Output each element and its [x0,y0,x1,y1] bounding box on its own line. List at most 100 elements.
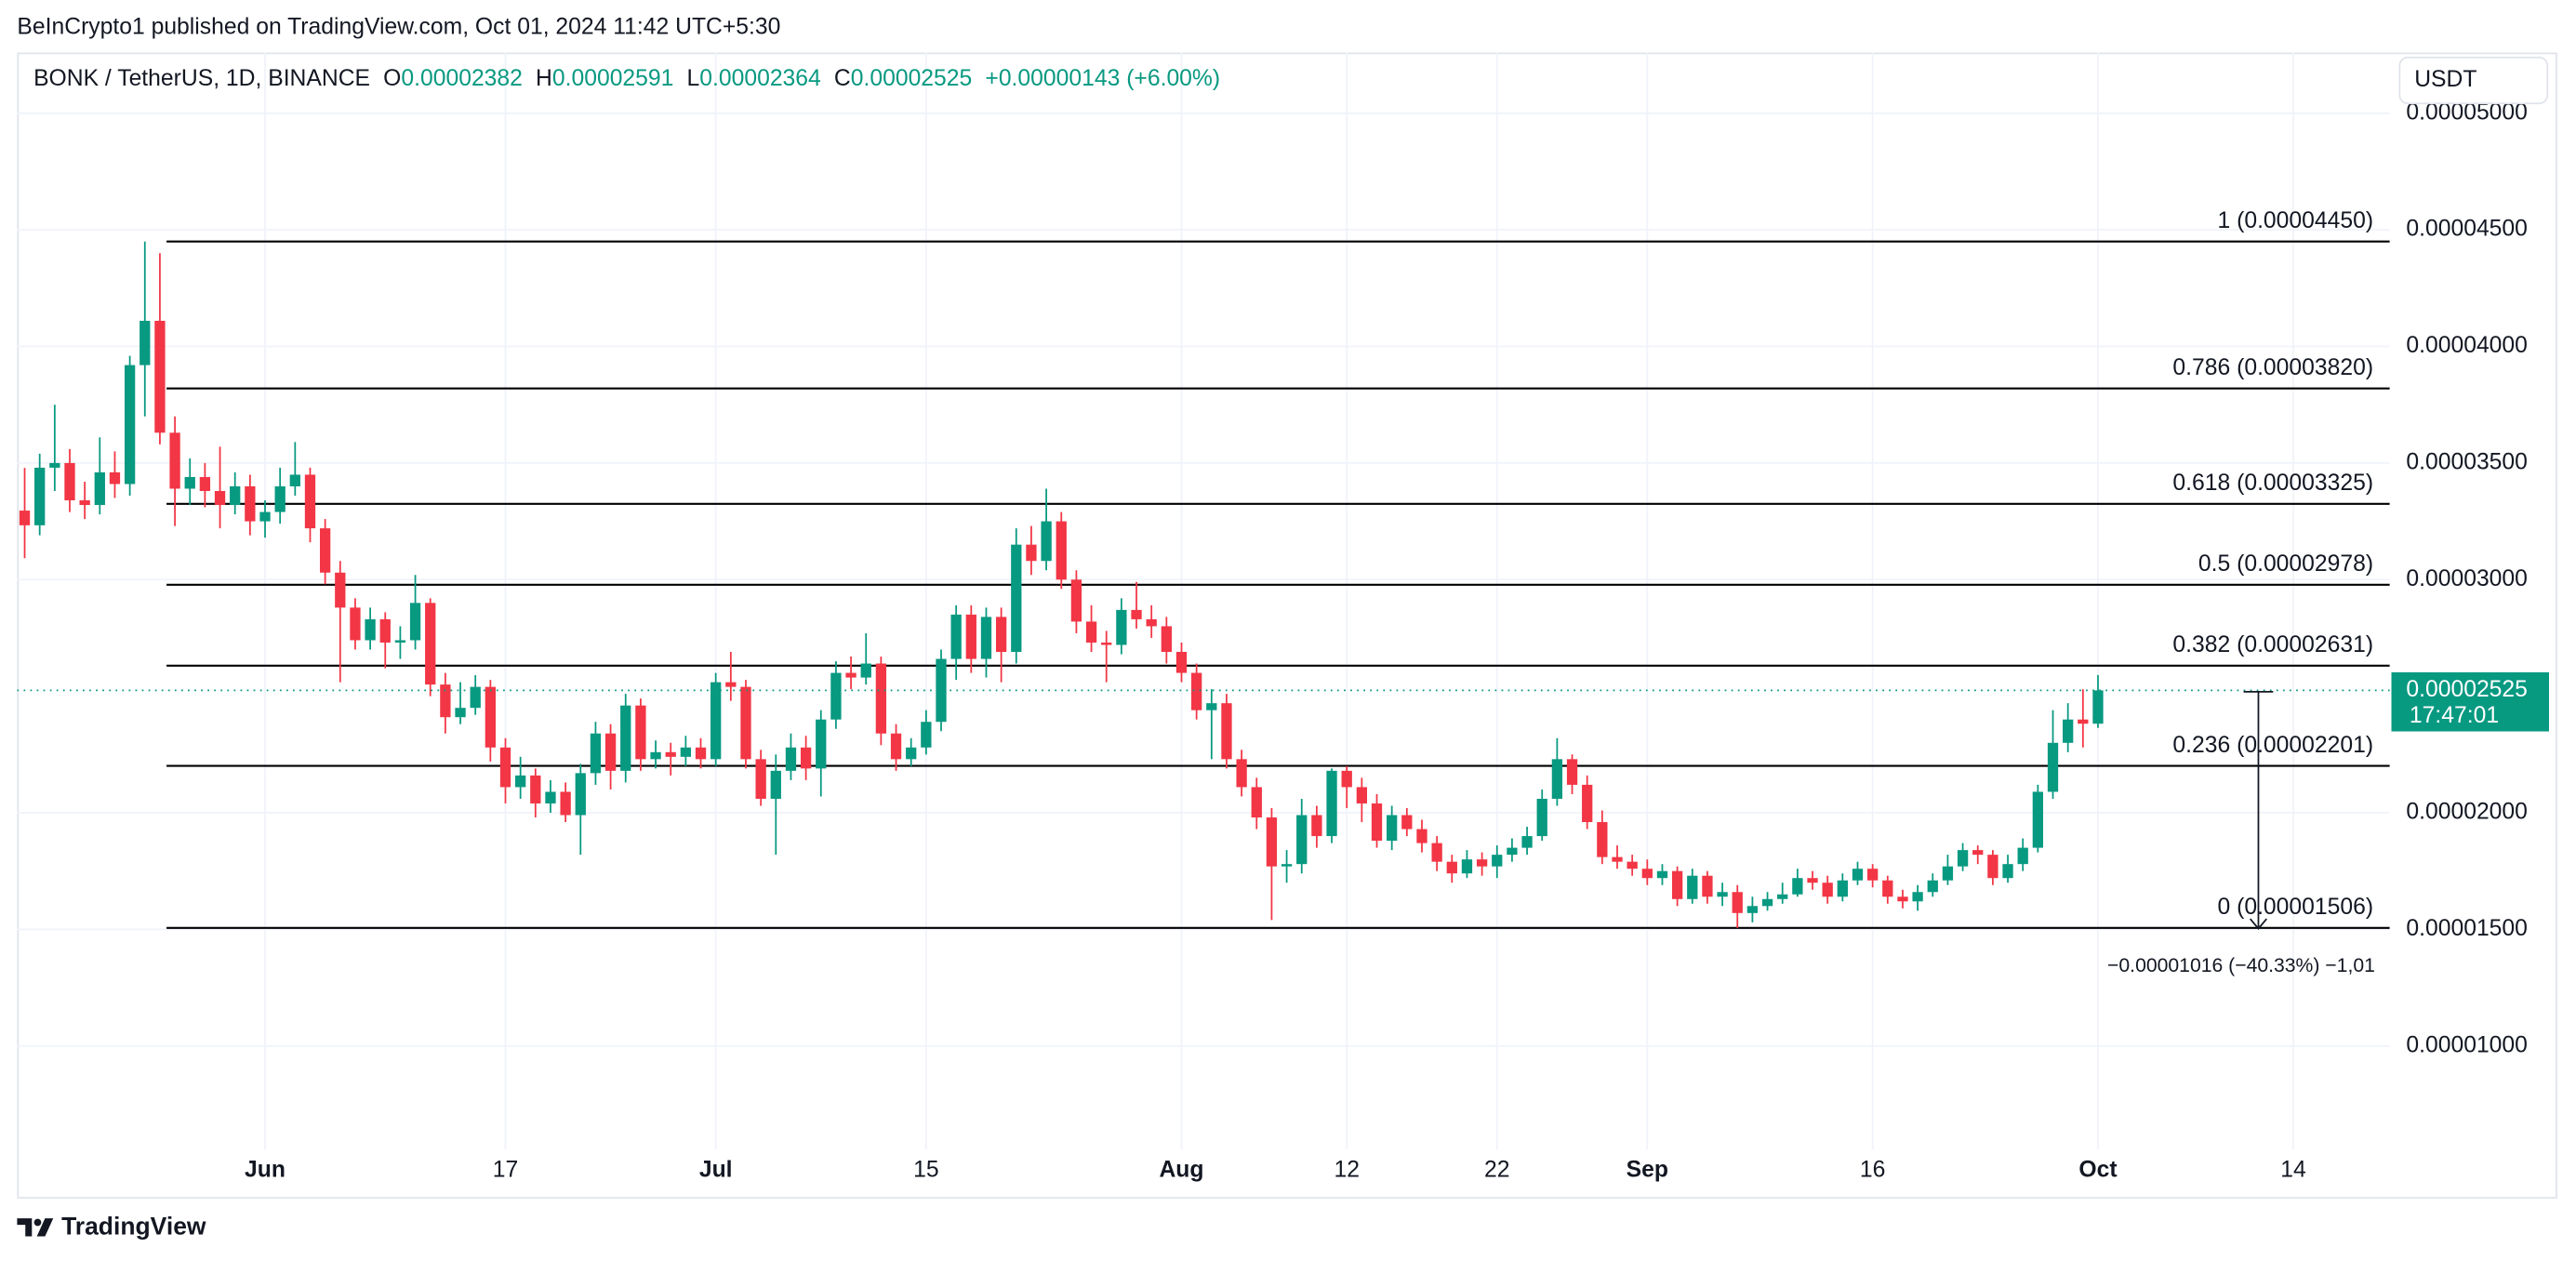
candle-body [650,751,661,760]
candle-body [1927,880,1938,893]
measure-label: −0.00001016 (−40.33%) −1,01 [2107,955,2375,976]
price-axis: 0.00005000 0.00004500 0.00004000 0.00003500… [2406,101,2528,1057]
candle-body [2092,690,2104,724]
candle-body [830,672,842,720]
candle-body [1341,770,1352,788]
candle-body [1551,759,1563,799]
candle-body [304,474,316,529]
candle-body [335,572,346,608]
candle-body [199,476,211,492]
candle-body [515,775,526,788]
candle-body [34,467,46,525]
y-tick-label: 0.00004000 [2406,333,2528,358]
candle-body [1507,847,1518,856]
candle-body [1236,759,1247,788]
candle-body [560,791,571,816]
candle-body [64,462,75,501]
candle-body [1852,869,1864,881]
candle-body [1085,621,1097,643]
candle-body [1311,815,1322,837]
candle-body [1296,815,1308,865]
fib-label: 0.5 (0.00002978) [2198,551,2373,577]
candle-body [1356,787,1368,803]
candle-body [1431,843,1442,862]
tradingview-logo [17,1218,54,1237]
candle-body [936,658,947,723]
candle-body [1536,798,1547,837]
candle-body [1987,855,1998,879]
candle-body [1777,894,1788,899]
fib-label: 0 (0.00001506) [2218,895,2374,920]
candle-body [604,733,617,771]
candle-body [890,733,902,760]
candle-body [79,500,90,506]
countdown-label: 17:47:01 [2410,703,2499,728]
x-tick-label: 14 [2280,1157,2306,1182]
candle-body [665,751,676,757]
candle-body [635,705,646,760]
candle-body [1146,618,1157,627]
candle-body [245,485,256,522]
candle-body [1056,521,1067,580]
legend-change: +0.00000143 (+6.00%) [985,65,1220,90]
candle-body [1957,850,1969,867]
candle-body [1446,861,1457,874]
candle-body [184,476,195,489]
candle-body [1326,770,1337,837]
legend-symbol: BONK / TetherUS, 1D, BINANCE [33,65,370,90]
candle-body [1521,836,1533,848]
candle-body [1656,870,1668,879]
symbol-legend: BONK / TetherUS, 1D, BINANCE O0.00002382 H… [33,65,1220,90]
candle-body [379,618,391,643]
last-price-box [2391,671,2549,732]
candle-body [770,770,781,799]
candle-body [394,640,406,643]
legend-key: H [536,65,552,90]
candle-body [365,618,376,641]
candle-body [590,733,602,774]
candle-body [845,672,856,678]
legend-value: 0.00002591 [552,65,674,90]
candle-body [785,747,797,771]
candle-body [319,528,331,573]
candle-body [139,320,151,365]
currency-button[interactable] [2398,56,2549,105]
candle-body [980,617,992,659]
x-tick-label: 17 [493,1157,518,1182]
candle-body [1702,875,1713,897]
x-tick-label: 15 [913,1157,938,1182]
candle-body [1582,784,1593,823]
candle-body [1972,850,1984,856]
candle-body [710,682,722,760]
y-tick-label: 0.00003500 [2406,449,2528,474]
candle-body [1101,642,1112,645]
candle-body [680,747,692,757]
fib-label: 0.382 (0.00002631) [2172,632,2373,657]
candle-body [740,686,751,760]
candle-body [1732,892,1743,913]
candle-body [19,511,31,525]
candle-body [1837,880,1848,897]
candle-body [725,682,737,687]
chart-frame [17,52,2557,1199]
currency-label[interactable]: USDT [2414,67,2476,92]
candle-body [1882,880,1893,897]
candle-body [124,365,136,484]
candle-body [259,511,271,522]
candle-body [906,747,917,760]
candle-body [425,603,436,685]
candle-body [1175,652,1188,673]
candle-body [1912,892,1923,902]
candle-body [1746,906,1759,913]
candle-body [1671,870,1683,899]
legend-key: O [383,65,401,90]
candle-body [1761,898,1773,907]
candle-body [1070,579,1082,622]
candle-body [274,485,285,512]
candle-body [1116,609,1127,645]
candle-body [1266,817,1278,867]
candle-body [109,471,121,484]
candle-body [1191,672,1202,710]
